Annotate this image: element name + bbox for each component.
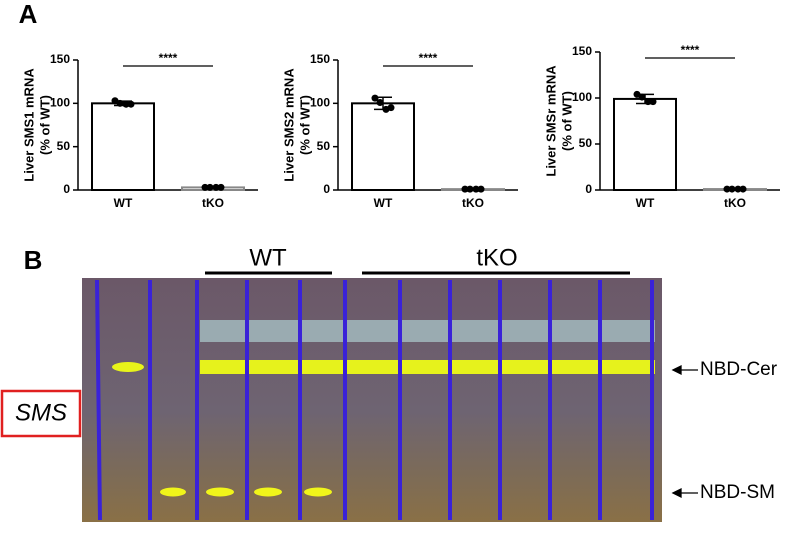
data-point: [739, 185, 747, 193]
data-point: [371, 94, 379, 102]
y-axis-label: Liver SMS1 mRNA: [21, 68, 36, 182]
data-point: [387, 104, 395, 112]
data-point: [644, 98, 652, 106]
x-tick-label: WT: [114, 196, 133, 210]
y-axis-label: (% of WT): [37, 95, 52, 155]
data-point: [206, 183, 214, 191]
band-label: NBD-SM: [700, 482, 775, 503]
y-tick-label: 50: [317, 139, 331, 153]
data-point: [122, 100, 130, 108]
data-point: [127, 100, 135, 108]
bar: [91, 102, 155, 191]
panel-label: B: [24, 245, 43, 275]
y-tick-label: 0: [585, 182, 592, 196]
significance-label: ****: [159, 51, 178, 65]
y-tick-label: 0: [63, 182, 70, 196]
group-label: WT: [249, 244, 287, 271]
data-point: [477, 185, 485, 193]
arrows: [671, 364, 698, 499]
tlc-plate: [82, 278, 662, 522]
x-tick-label: tKO: [724, 196, 746, 210]
significance-label: ****: [419, 51, 438, 65]
y-tick-label: 0: [323, 182, 330, 196]
data-point: [212, 183, 220, 191]
significance-label: ****: [681, 43, 700, 57]
x-tick-label: WT: [374, 196, 393, 210]
sms-label: SMS: [15, 399, 67, 426]
panel-label: A: [19, 0, 38, 29]
group-label: tKO: [476, 244, 517, 271]
band-label: NBD-Cer: [700, 359, 778, 380]
y-axis-label: Liver SMS2 mRNA: [281, 68, 296, 182]
data-point: [116, 99, 124, 107]
x-tick-label: tKO: [202, 196, 224, 210]
data-point: [217, 183, 225, 191]
y-tick-label: 100: [50, 96, 70, 110]
y-axis-label: (% of WT): [297, 95, 312, 155]
data-point: [466, 185, 474, 193]
data-point: [649, 98, 657, 106]
data-point: [472, 185, 480, 193]
y-tick-label: 100: [310, 96, 330, 110]
data-point: [376, 98, 384, 106]
y-tick-label: 50: [57, 139, 71, 153]
y-tick-label: 150: [50, 52, 70, 66]
data-point: [734, 185, 742, 193]
y-tick-label: 150: [572, 44, 592, 58]
data-point: [723, 185, 731, 193]
y-tick-label: 50: [579, 136, 593, 150]
y-axis-label: Liver SMSr mRNA: [543, 65, 558, 177]
sms-box: [0, 389, 82, 438]
y-tick-label: 100: [572, 90, 592, 104]
data-point: [201, 183, 209, 191]
x-tick-label: WT: [636, 196, 655, 210]
data-point: [461, 185, 469, 193]
data-point: [728, 185, 736, 193]
bar: [351, 102, 415, 191]
x-tick-label: tKO: [462, 196, 484, 210]
y-tick-label: 150: [310, 52, 330, 66]
data-point: [638, 93, 646, 101]
y-axis-label: (% of WT): [559, 91, 574, 151]
bar: [613, 97, 677, 191]
